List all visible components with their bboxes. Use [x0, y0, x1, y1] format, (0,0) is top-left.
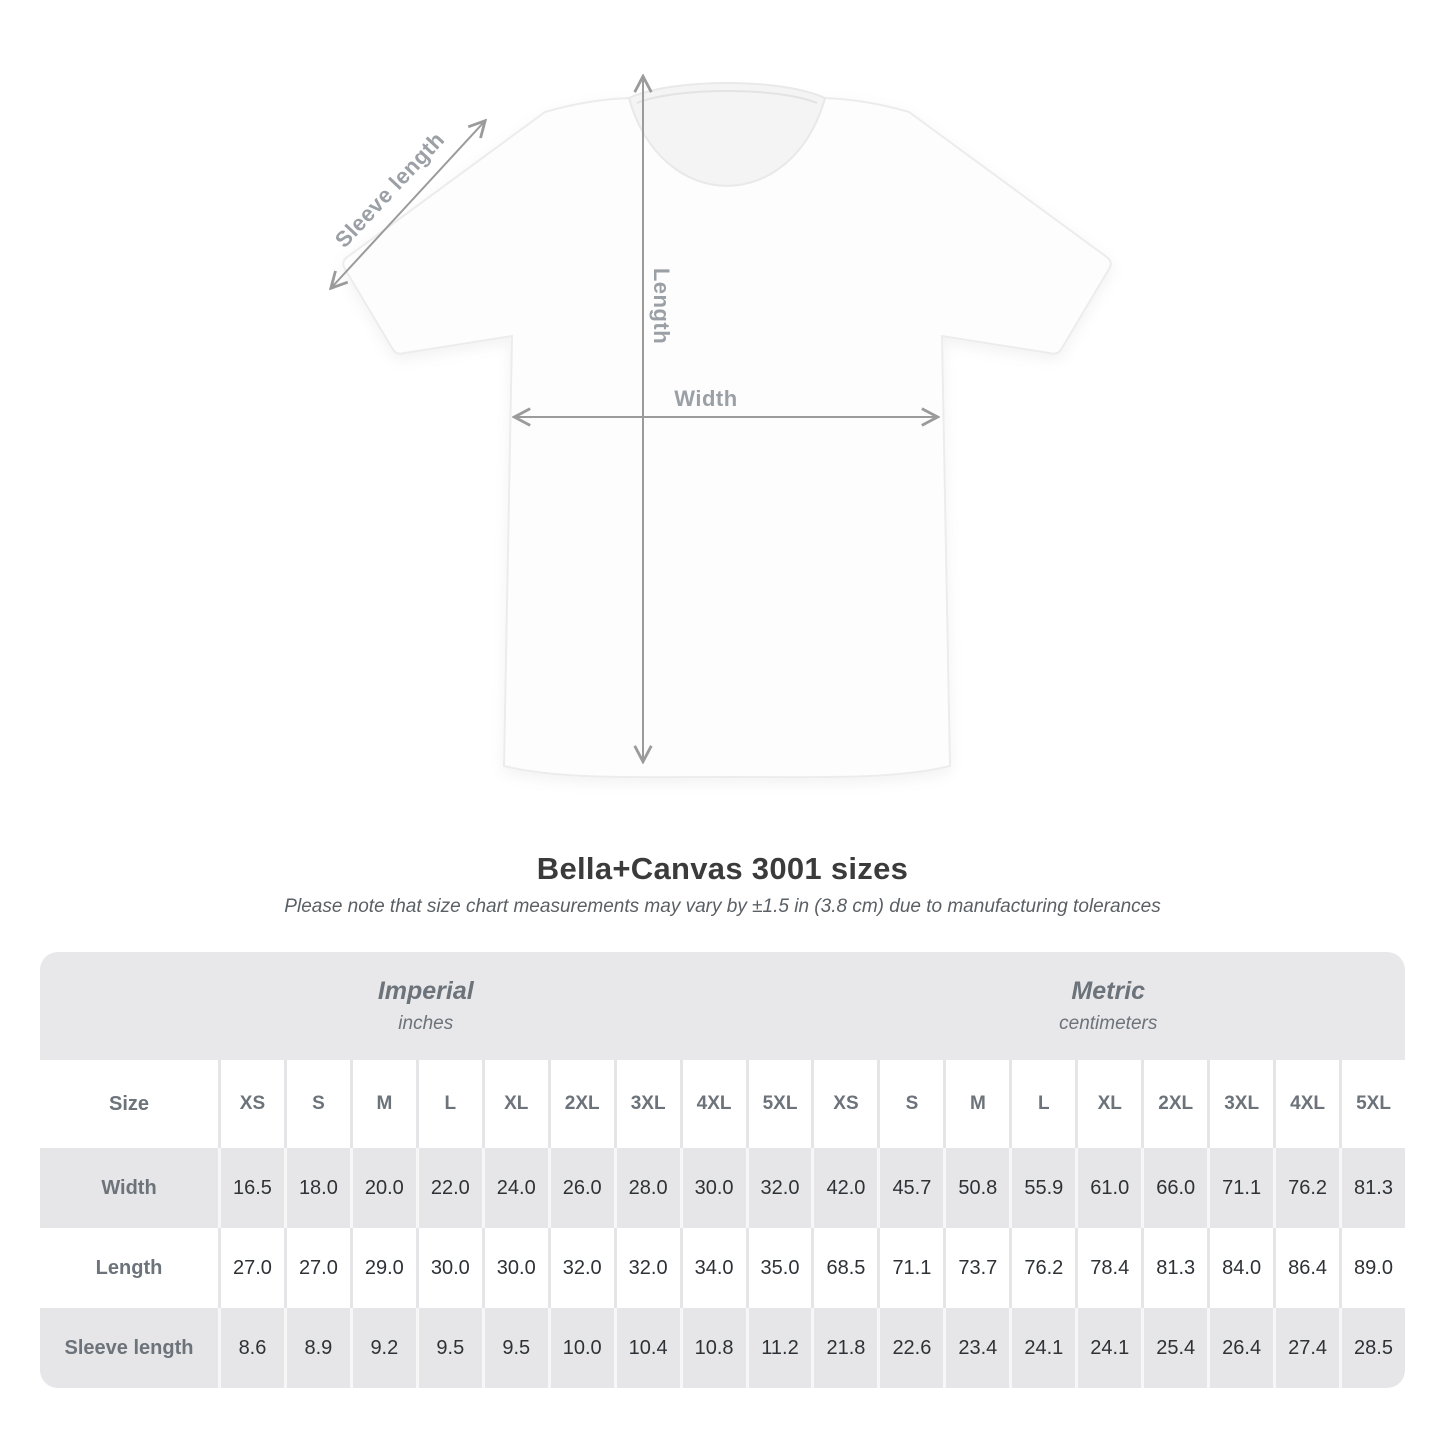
- tshirt-collar-shape: [627, 82, 827, 187]
- measurement-cell: 86.4: [1273, 1228, 1339, 1308]
- measurement-cell: 18.0: [283, 1148, 350, 1228]
- measurement-cell: 10.4: [613, 1308, 680, 1388]
- measurement-cell: 42.0: [811, 1148, 877, 1228]
- size-col-header-imperial: XL: [481, 1060, 548, 1148]
- measurement-cell: 55.9: [1009, 1148, 1075, 1228]
- size-col-header-metric: XL: [1075, 1060, 1141, 1148]
- measurement-cell: 21.8: [811, 1308, 877, 1388]
- measurement-cell: 32.0: [745, 1148, 812, 1228]
- measurement-cell: 27.0: [283, 1228, 350, 1308]
- sleeve-length-arrow: [332, 122, 484, 287]
- measurement-cell: 9.2: [349, 1308, 416, 1388]
- measurement-cell: 76.2: [1273, 1148, 1339, 1228]
- measurement-cell: 50.8: [943, 1148, 1009, 1228]
- measurement-cell: 11.2: [745, 1308, 812, 1388]
- size-col-header-imperial: M: [349, 1060, 416, 1148]
- imperial-header-group: Imperial inches: [40, 952, 812, 1060]
- measurement-cell: 32.0: [613, 1228, 680, 1308]
- measurement-cell: 25.4: [1141, 1308, 1207, 1388]
- size-col-header-metric: 4XL: [1273, 1060, 1339, 1148]
- measurement-cell: 66.0: [1141, 1148, 1207, 1228]
- measurement-cell: 24.0: [481, 1148, 548, 1228]
- measurement-cell: 26.0: [547, 1148, 614, 1228]
- size-col-header-metric: L: [1009, 1060, 1075, 1148]
- measurement-cell: 24.1: [1009, 1308, 1075, 1388]
- measurement-cell: 24.1: [1075, 1308, 1141, 1388]
- width-label: Width: [674, 386, 738, 411]
- measurement-cell: 16.5: [218, 1148, 284, 1228]
- length-label: Length: [649, 267, 674, 345]
- measurement-cell: 68.5: [811, 1228, 877, 1308]
- measurement-cell: 71.1: [1207, 1148, 1273, 1228]
- measurement-cell: 76.2: [1009, 1228, 1075, 1308]
- size-col-header-imperial: 4XL: [679, 1060, 746, 1148]
- measurement-cell: 81.3: [1339, 1148, 1405, 1228]
- measurement-cell: 30.0: [679, 1148, 746, 1228]
- measurement-cell: 30.0: [481, 1228, 548, 1308]
- measurement-cell: 29.0: [349, 1228, 416, 1308]
- size-col-header-imperial: 2XL: [547, 1060, 614, 1148]
- row-label: Sleeve length: [64, 1336, 194, 1359]
- size-header-row: Size XS S M L XL 2XL 3XL 4XL 5XL XS S M L XL 2XL 3XL 4XL 5…: [40, 1060, 1405, 1148]
- measurement-cell: 27.4: [1273, 1308, 1339, 1388]
- measurement-cell: 9.5: [481, 1308, 548, 1388]
- measurement-cell: 20.0: [349, 1148, 416, 1228]
- size-chart-table: Imperial inches Metric centimeters Size X…: [40, 952, 1405, 1388]
- measurement-cell: 28.5: [1339, 1308, 1405, 1388]
- tolerance-note: Please note that size chart measurements…: [284, 896, 1161, 917]
- metric-title: Metric: [1071, 977, 1146, 1005]
- measurement-cell: 45.7: [877, 1148, 943, 1228]
- measurement-cell: 81.3: [1141, 1228, 1207, 1308]
- measurement-cell: 61.0: [1075, 1148, 1141, 1228]
- row-label: Length: [95, 1256, 163, 1279]
- measurement-cell: 9.5: [415, 1308, 482, 1388]
- size-col-header-metric: 2XL: [1141, 1060, 1207, 1148]
- size-col-header-imperial: 3XL: [613, 1060, 680, 1148]
- size-col-header-metric: 5XL: [1339, 1060, 1405, 1148]
- table-row: Length 27.0 27.0 29.0 30.0 30.0 32.0 32.0 34.0 35…: [40, 1228, 1405, 1308]
- measurement-cell: 34.0: [679, 1228, 746, 1308]
- size-col-header-imperial: XS: [218, 1060, 284, 1148]
- tshirt-collar-seam: [636, 90, 818, 104]
- imperial-unit: inches: [398, 1013, 454, 1034]
- size-col-header-metric: 3XL: [1207, 1060, 1273, 1148]
- size-col-header-metric: XS: [811, 1060, 877, 1148]
- measurement-cell: 35.0: [745, 1228, 812, 1308]
- measurement-cell: 26.4: [1207, 1308, 1273, 1388]
- measurement-cell: 71.1: [877, 1228, 943, 1308]
- measurement-cell: 32.0: [547, 1228, 614, 1308]
- page-title: Bella+Canvas 3001 sizes: [536, 851, 909, 886]
- measurement-cell: 10.0: [547, 1308, 614, 1388]
- imperial-title: Imperial: [377, 977, 474, 1005]
- measurement-cell: 78.4: [1075, 1228, 1141, 1308]
- unit-header-row: Imperial inches Metric centimeters: [40, 952, 1405, 1060]
- size-column-header: Size: [108, 1092, 150, 1115]
- measurement-cell: 23.4: [943, 1308, 1009, 1388]
- measurement-cell: 30.0: [415, 1228, 482, 1308]
- measurement-cell: 22.6: [877, 1308, 943, 1388]
- size-col-header-metric: M: [943, 1060, 1009, 1148]
- size-col-header-imperial: L: [415, 1060, 482, 1148]
- measurement-cell: 8.6: [218, 1308, 284, 1388]
- metric-unit: centimeters: [1059, 1013, 1158, 1034]
- row-label: Width: [101, 1176, 157, 1199]
- measurement-cell: 28.0: [613, 1148, 680, 1228]
- size-col-header-imperial: S: [283, 1060, 350, 1148]
- size-table-body: Size XS S M L XL 2XL 3XL 4XL 5XL XS S M L XL 2XL 3XL 4XL 5…: [40, 1060, 1405, 1388]
- size-col-header-metric: S: [877, 1060, 943, 1148]
- tshirt-illustration: [0, 0, 1112, 779]
- measurement-cell: 8.9: [283, 1308, 350, 1388]
- size-col-header-imperial: 5XL: [745, 1060, 812, 1148]
- table-row: Width 16.5 18.0 20.0 22.0 24.0 26.0 28.0 30.0 32.…: [40, 1148, 1405, 1228]
- measurement-cell: 84.0: [1207, 1228, 1273, 1308]
- measurement-cell: 27.0: [218, 1228, 284, 1308]
- measurement-cell: 10.8: [679, 1308, 746, 1388]
- metric-header-group: Metric centimeters: [812, 952, 1406, 1060]
- measurement-cell: 73.7: [943, 1228, 1009, 1308]
- tshirt-body-shape: [342, 96, 1112, 779]
- measurement-cell: 89.0: [1339, 1228, 1405, 1308]
- measurement-cell: 22.0: [415, 1148, 482, 1228]
- table-row: Sleeve length 8.6 8.9 9.2 9.5 9.5 10.0 10.4 10.8…: [40, 1308, 1405, 1388]
